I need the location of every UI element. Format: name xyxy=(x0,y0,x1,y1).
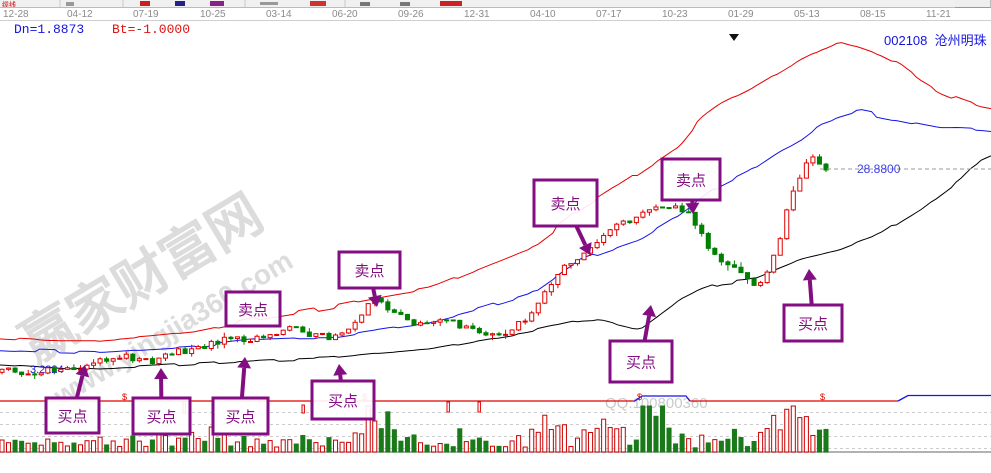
svg-text:QQ:100800360: QQ:100800360 xyxy=(605,395,708,412)
svg-text:28.8800: 28.8800 xyxy=(857,162,901,176)
svg-text:$: $ xyxy=(637,392,642,402)
svg-text:卖点: 卖点 xyxy=(238,302,268,319)
svg-text:$: $ xyxy=(820,392,825,402)
svg-text:卖点: 卖点 xyxy=(676,173,706,190)
svg-text:买点: 买点 xyxy=(626,355,656,372)
svg-text:卖点: 卖点 xyxy=(354,263,384,280)
svg-text:卖点: 卖点 xyxy=(550,196,580,213)
svg-text:买点: 买点 xyxy=(225,409,255,426)
svg-text:买点: 买点 xyxy=(328,393,358,410)
svg-text:买点: 买点 xyxy=(146,409,176,426)
svg-text:买点: 买点 xyxy=(798,316,828,333)
svg-text:买点: 买点 xyxy=(57,409,87,426)
svg-text:$: $ xyxy=(122,392,127,402)
